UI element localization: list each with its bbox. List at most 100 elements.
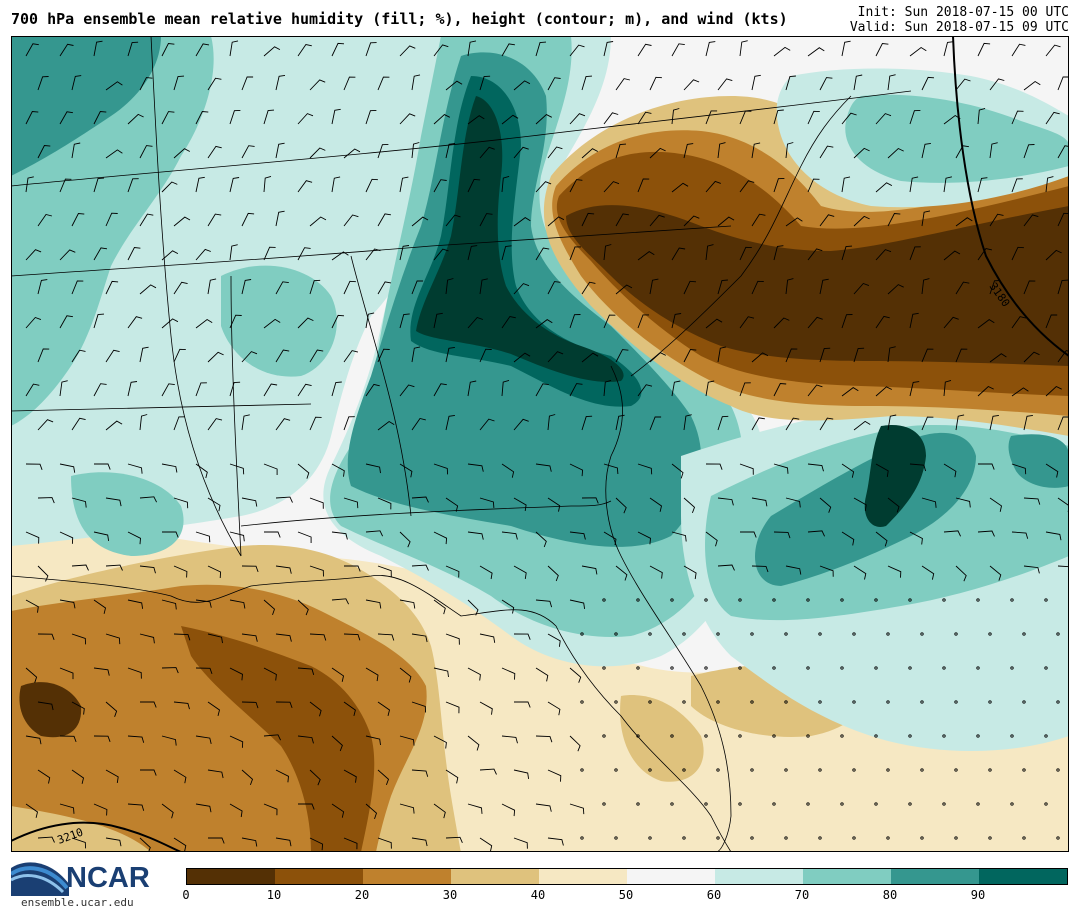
wind-barb	[93, 177, 105, 193]
wind-barb	[739, 40, 748, 57]
wind-barb	[875, 113, 892, 125]
wind-barb	[229, 531, 245, 542]
calm-wind-marker	[954, 700, 958, 704]
calm-wind-marker	[920, 768, 924, 772]
wind-barb	[467, 531, 484, 540]
wind-barb	[467, 245, 478, 261]
wind-barb	[615, 284, 633, 295]
wind-barb	[297, 317, 314, 329]
wind-barb	[207, 418, 223, 431]
wind-barb	[705, 110, 718, 125]
wind-barb	[297, 180, 313, 193]
calm-wind-marker	[580, 836, 584, 840]
wind-barb	[773, 531, 791, 539]
wind-barb	[275, 633, 292, 642]
wind-barb	[399, 245, 410, 261]
wind-barb	[331, 531, 348, 540]
wind-barb	[59, 178, 72, 193]
wind-barb	[445, 565, 460, 578]
height-contour-3180	[952, 36, 1069, 357]
wind-barb	[37, 213, 53, 227]
wind-barb	[445, 769, 459, 784]
wind-barb	[433, 667, 449, 678]
calm-wind-marker	[648, 700, 652, 704]
wind-barb	[921, 76, 935, 91]
colorbar-segment	[803, 869, 891, 884]
calm-wind-marker	[614, 768, 618, 772]
wind-barb	[161, 599, 177, 610]
calm-wind-marker	[840, 666, 844, 670]
wind-barb	[173, 701, 190, 710]
wind-barb	[59, 43, 74, 57]
wind-barb	[773, 317, 790, 329]
wind-barb	[671, 463, 684, 479]
wind-barb	[377, 633, 395, 641]
wind-barb	[819, 417, 834, 431]
wind-barb	[343, 214, 359, 227]
wind-barb	[683, 79, 700, 91]
rh-region-teal-central	[221, 265, 337, 377]
wind-barb	[581, 75, 593, 91]
wind-barb	[365, 109, 377, 125]
calm-wind-marker	[942, 666, 946, 670]
calm-wind-marker	[648, 632, 652, 636]
wind-barb	[637, 463, 653, 475]
wind-barb	[649, 147, 666, 159]
wind-barb	[377, 837, 392, 849]
wind-barb	[875, 182, 893, 193]
wind-barb	[649, 565, 663, 579]
calm-wind-marker	[840, 598, 844, 602]
wind-barb	[1011, 387, 1029, 397]
wind-barb	[195, 318, 213, 329]
wind-barb	[93, 531, 110, 541]
wind-barb	[603, 244, 612, 261]
calm-wind-marker	[602, 666, 606, 670]
wind-barb	[581, 497, 599, 504]
wind-barb	[25, 599, 39, 613]
wind-barb	[705, 463, 723, 470]
wind-barb	[819, 77, 833, 91]
calm-wind-marker	[602, 734, 606, 738]
colorbar-tick-label: 40	[530, 888, 546, 902]
wind-barb	[173, 633, 191, 641]
wind-barb	[25, 111, 39, 125]
wind-barb	[637, 111, 652, 125]
calm-wind-marker	[602, 802, 606, 806]
wind-barb	[331, 598, 350, 605]
wind-barb	[535, 114, 553, 125]
wind-barb	[649, 416, 662, 431]
wind-barb	[637, 43, 652, 57]
wind-barb	[105, 701, 118, 717]
calm-wind-marker	[954, 836, 958, 840]
wind-barb	[1045, 249, 1062, 261]
wind-barb	[71, 417, 86, 431]
calm-wind-marker	[1044, 734, 1048, 738]
wind-barb	[365, 599, 382, 609]
wind-barb	[977, 385, 994, 397]
wind-barb	[343, 76, 356, 91]
wind-barb	[547, 414, 556, 431]
calm-wind-marker	[1044, 598, 1048, 602]
wind-barb	[195, 531, 211, 543]
wind-barb	[173, 75, 185, 91]
wind-barb	[105, 633, 121, 645]
wind-barb	[433, 312, 443, 329]
wind-barb	[683, 215, 700, 227]
wind-barb	[263, 531, 281, 538]
wind-barb	[161, 250, 179, 261]
wind-barb	[1023, 144, 1035, 159]
wind-barb	[501, 114, 519, 125]
wind-barb	[785, 75, 796, 91]
wind-barb	[105, 280, 119, 295]
colorbar-segment	[715, 869, 803, 884]
wind-barb	[751, 497, 768, 507]
wind-barb	[581, 281, 596, 295]
wind-barb	[751, 142, 761, 159]
wind-barb	[207, 351, 224, 363]
wind-barb	[309, 497, 324, 509]
wind-barb	[479, 348, 492, 363]
wind-barb	[717, 415, 729, 431]
calm-wind-marker	[954, 768, 958, 772]
calm-wind-marker	[920, 700, 924, 704]
wind-barb	[207, 213, 222, 227]
